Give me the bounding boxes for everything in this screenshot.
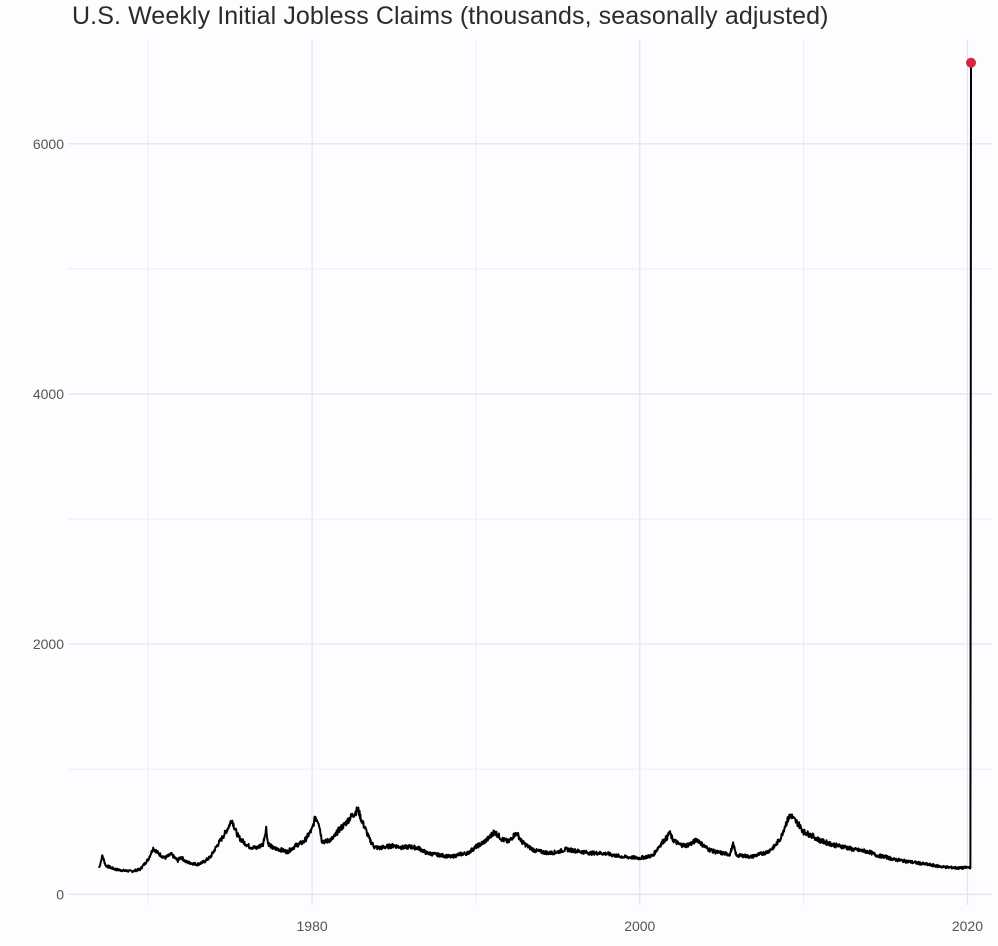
major-grid-x	[311, 40, 969, 905]
y-axis-tick-labels: 0 2000 4000 6000	[33, 136, 64, 903]
major-grid-y	[68, 143, 992, 895]
y-tick-label: 2000	[33, 636, 64, 652]
x-axis-tick-labels: 1980 2000 2020	[297, 918, 984, 934]
minor-grid-x	[147, 40, 805, 905]
series-layer	[98, 62, 972, 874]
x-tick-label: 1980	[297, 918, 328, 934]
minor-grid-y	[68, 268, 992, 770]
latest-value-point	[966, 57, 977, 68]
highlight-layer	[966, 57, 977, 68]
y-tick-label: 4000	[33, 386, 64, 402]
y-tick-label: 0	[56, 886, 64, 902]
chart-title: U.S. Weekly Initial Jobless Claims (thou…	[72, 2, 829, 30]
x-tick-label: 2000	[624, 918, 655, 934]
x-tick-label: 2020	[952, 918, 983, 934]
y-tick-label: 6000	[33, 136, 64, 152]
claims-series-line	[98, 62, 972, 874]
